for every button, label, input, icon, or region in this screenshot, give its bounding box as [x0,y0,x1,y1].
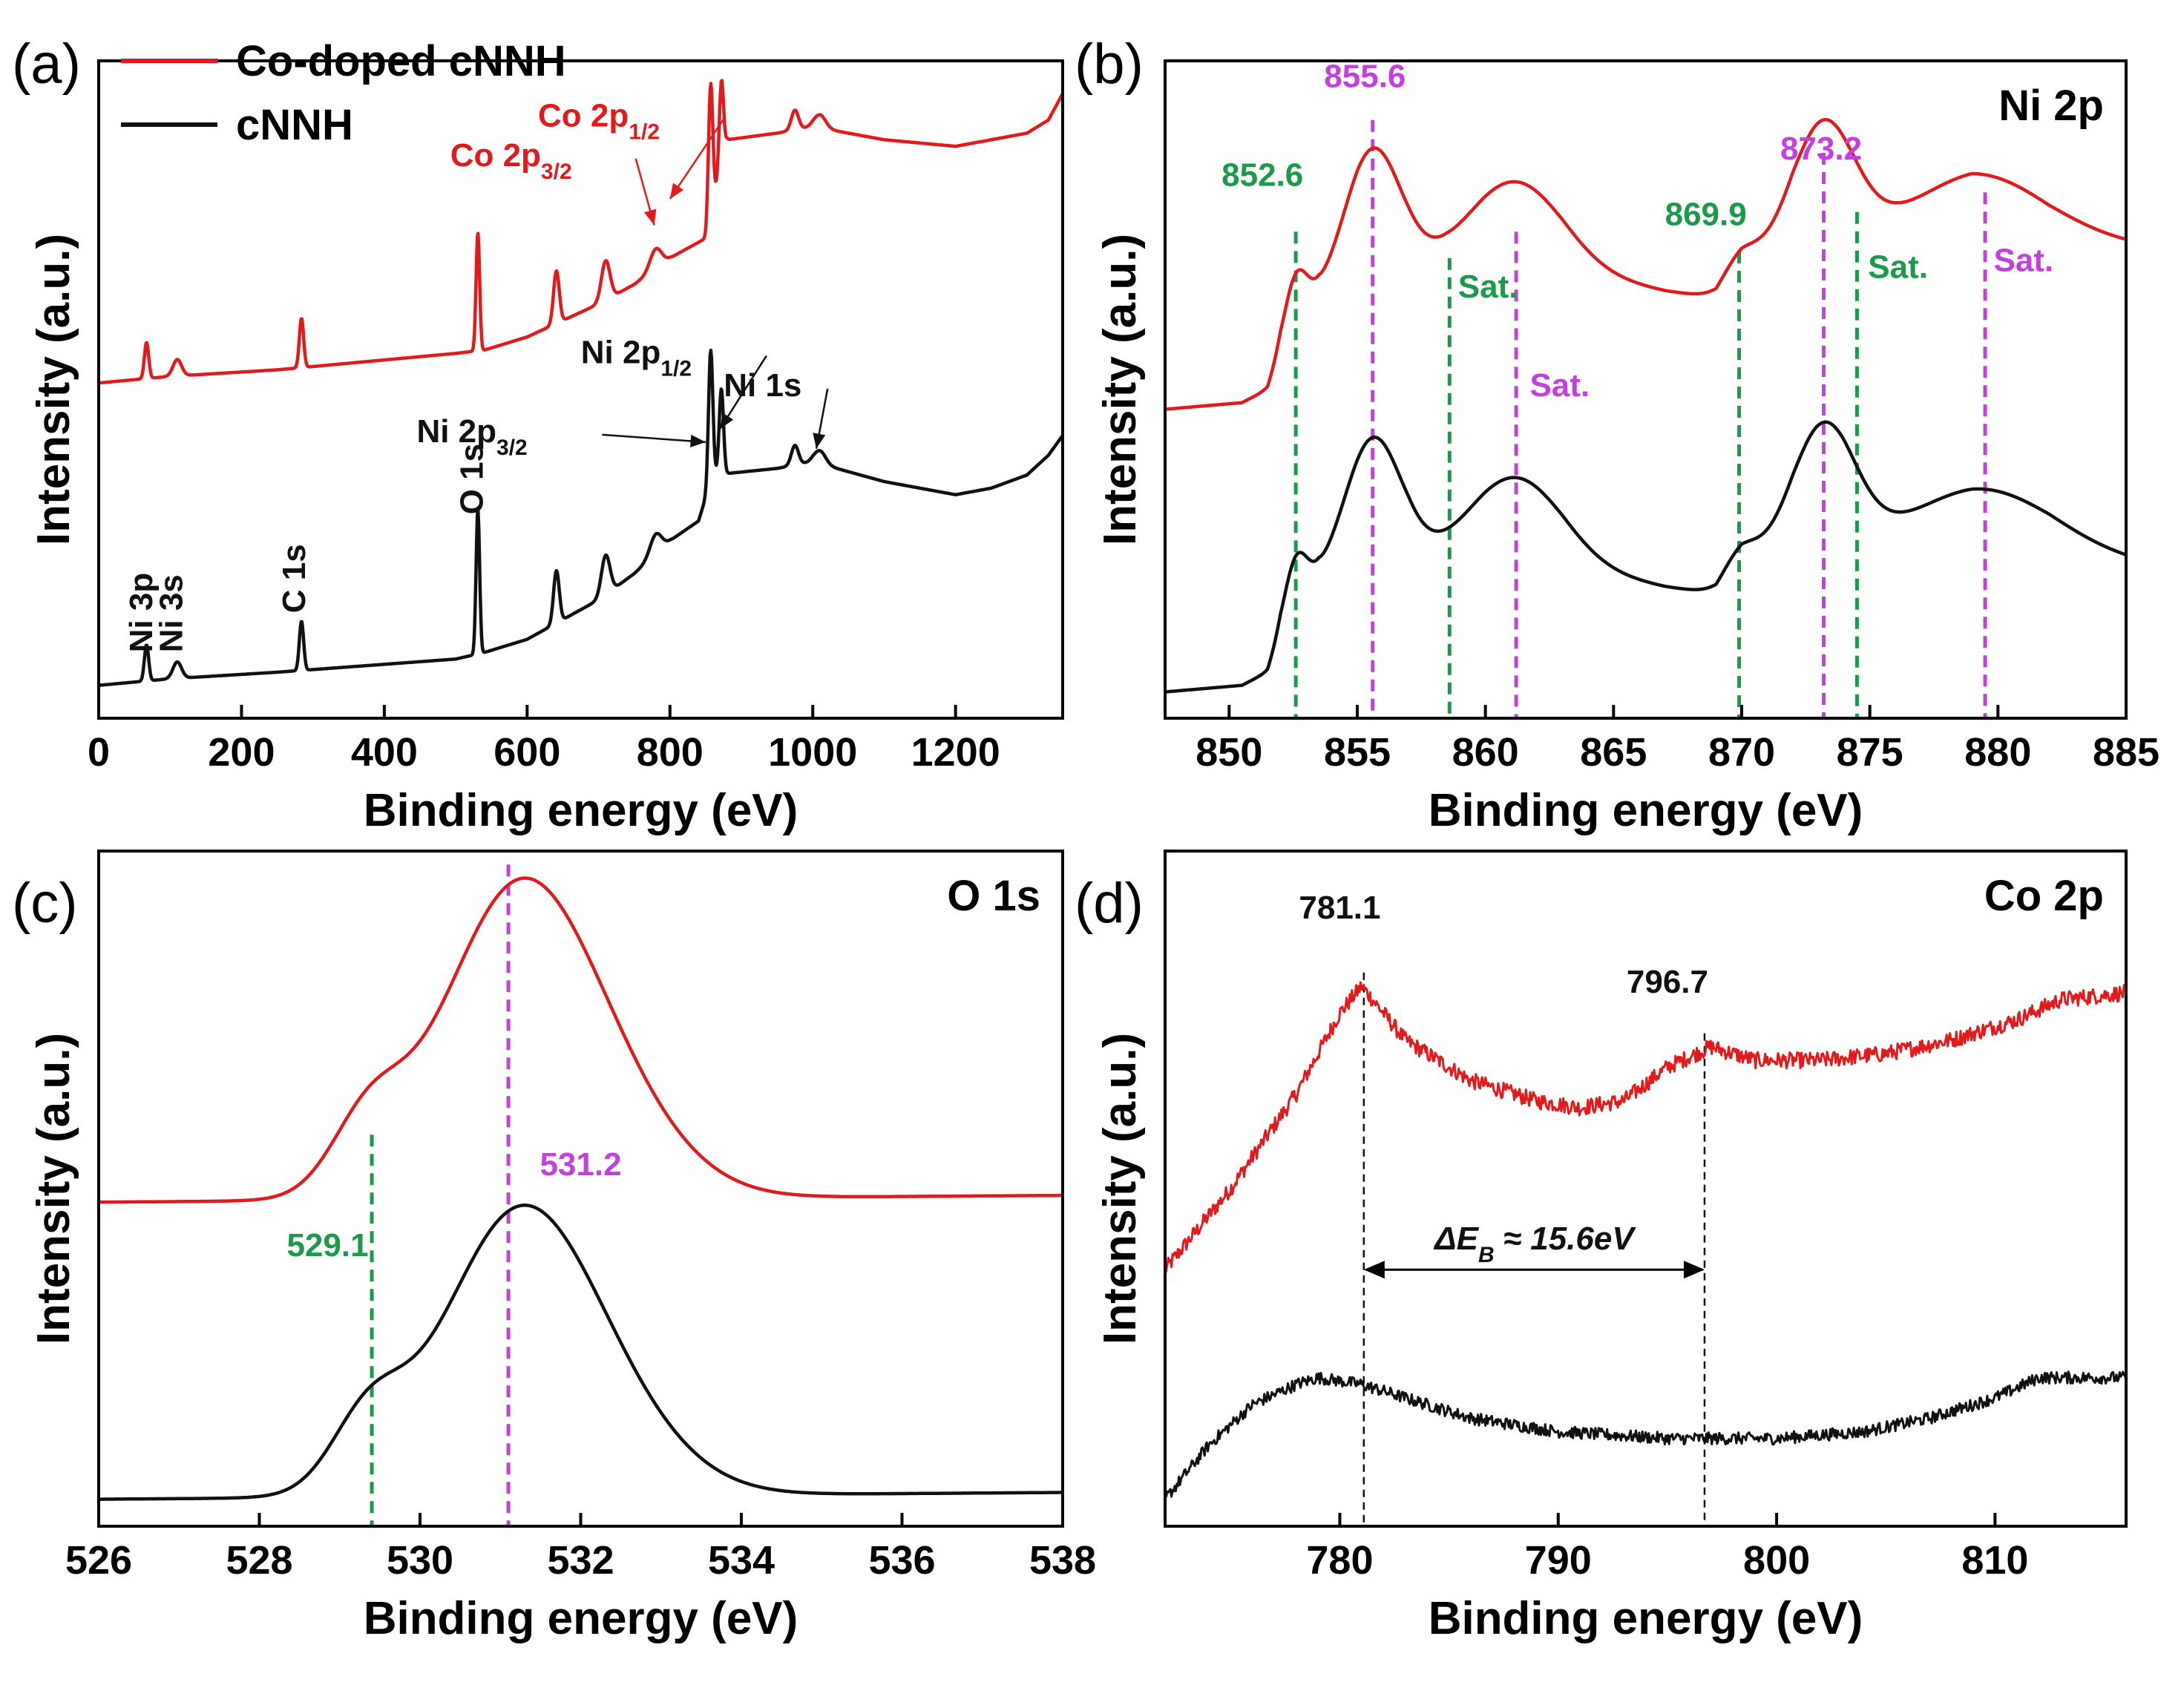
panel-d: 780 790 800 810 Binding energy (eV) Intensity… [1075,850,2128,1644]
plot-frame [97,850,1064,1528]
annotation-label: 781.1 [1299,890,1380,926]
arrowhead [813,433,826,449]
x-axis-label: Binding energy (eV) [1429,785,1863,836]
x-tick-label: 850 [1196,730,1262,775]
plot-frame [97,59,1064,720]
series-line-cnnh [1165,420,2126,694]
annotation-arrow [602,433,706,444]
x-axis-label: Binding energy (eV) [364,1593,798,1644]
x-tick-label: 200 [208,730,275,775]
x-tick-label: 800 [1743,1538,1810,1583]
x-tick-label: 860 [1452,730,1519,775]
y-axis-label: Intensity (a.u.) [1095,1033,1146,1344]
x-tick-label: 534 [708,1538,775,1583]
panel-title: Ni 2p [1998,82,2104,130]
annotation-label: 873.2 [1780,131,1862,167]
series-line-co-doped-cnnh [99,876,1063,1204]
annotation-label: Co 2p3/2 [450,137,572,184]
x-tick-label: 800 [637,730,704,775]
x-tick-label: 538 [1029,1538,1096,1583]
y-axis-label: Intensity (a.u.) [1095,234,1146,545]
plot-frame [1164,850,2128,1528]
y-axis-label: Intensity (a.u.) [28,234,79,545]
arrowhead [643,208,657,226]
annotation-label: 529.1 [286,1227,368,1264]
annotation-label: 869.9 [1665,197,1747,233]
panel-label: (b) [1075,33,1144,96]
x-axis-label: Binding energy (eV) [364,785,798,836]
annotation-label: Sat. [1529,367,1590,404]
legend-label: Co-doped cNNH [236,37,566,85]
x-tick-label: 0 [88,730,110,775]
annotation-label: Ni 3s [154,574,190,652]
annotation-arrow [669,118,725,200]
x-tick-label: 1000 [768,730,857,775]
series-line-cnnh [99,1203,1063,1501]
y-axis-label: Intensity (a.u.) [28,1033,79,1344]
legend-label: cNNH [236,101,353,149]
panel-c: 526 528 530 532 534 536 538 Binding energy (eV)… [12,850,1096,1644]
x-tick-label: 530 [387,1538,453,1583]
x-tick-label: 1200 [911,730,1000,775]
x-tick-label: 865 [1580,730,1647,775]
annotation-label: 855.6 [1324,58,1406,94]
series-line-co-doped-cnnh [99,79,1063,385]
x-tick-label: 885 [2093,730,2159,775]
x-tick-label: 810 [1961,1538,2028,1583]
panel-label: (d) [1075,872,1144,935]
annotation-label: Ni 2p1/2 [581,335,692,381]
x-tick-label: 536 [868,1538,935,1583]
x-tick-label: 532 [547,1538,614,1583]
arrowhead [1363,1261,1385,1279]
x-tick-label: 600 [493,730,560,775]
annotation-label: 531.2 [539,1146,621,1183]
panel-label: (c) [12,872,78,935]
plot-frame [1164,59,2128,720]
x-tick-label: 400 [351,730,418,775]
arrowhead [720,413,734,430]
arrowhead [669,183,684,200]
x-tick-label: 870 [1708,730,1775,775]
annotation-label: Co 2p1/2 [538,98,660,145]
panel-a: 0 200 400 600 800 1000 1200 Binding energy (eV)… [12,33,1064,836]
panel-b: 850 855 860 865 870 875 880 885 Binding energy (… [1075,33,2159,836]
x-tick-label: 790 [1525,1538,1592,1583]
x-tick-label: 875 [1837,730,1903,775]
annotation-label: O 1s [454,444,491,514]
x-tick-label: 528 [226,1538,292,1583]
x-tick-label: 780 [1306,1538,1373,1583]
x-tick-label: 855 [1324,730,1391,775]
panel-title: Co 2p [1984,872,2104,920]
annotation-label: Ni 1s [724,367,801,404]
annotation-label: Sat. [1458,269,1518,305]
annotation-label: Sat. [1994,243,2054,279]
annotation-label: 852.6 [1221,157,1303,193]
series-line-cnnh [99,348,1063,687]
annotation-label: C 1s [276,544,312,613]
arrowhead [690,434,706,447]
x-axis-label: Binding energy (eV) [1429,1593,1863,1644]
panel-label: (a) [12,33,81,96]
arrowhead [1683,1261,1705,1279]
annotation-label: 796.7 [1627,964,1708,1000]
series-line-co-doped-cnnh [1165,981,2126,1273]
x-tick-label: 526 [65,1538,132,1583]
annotation-label: Ni 3p [123,573,160,653]
series-line-co-doped-cnnh [1165,117,2126,411]
x-tick-label: 880 [1964,730,2031,775]
series-line-cnnh [1165,1370,2126,1498]
annotation-label: Sat. [1868,249,1928,285]
annotation-label: Ni 2p3/2 [416,413,527,460]
panel-title: O 1s [947,872,1040,920]
annotation-label: ΔEB ≈ 15.6eV [1433,1221,1636,1267]
